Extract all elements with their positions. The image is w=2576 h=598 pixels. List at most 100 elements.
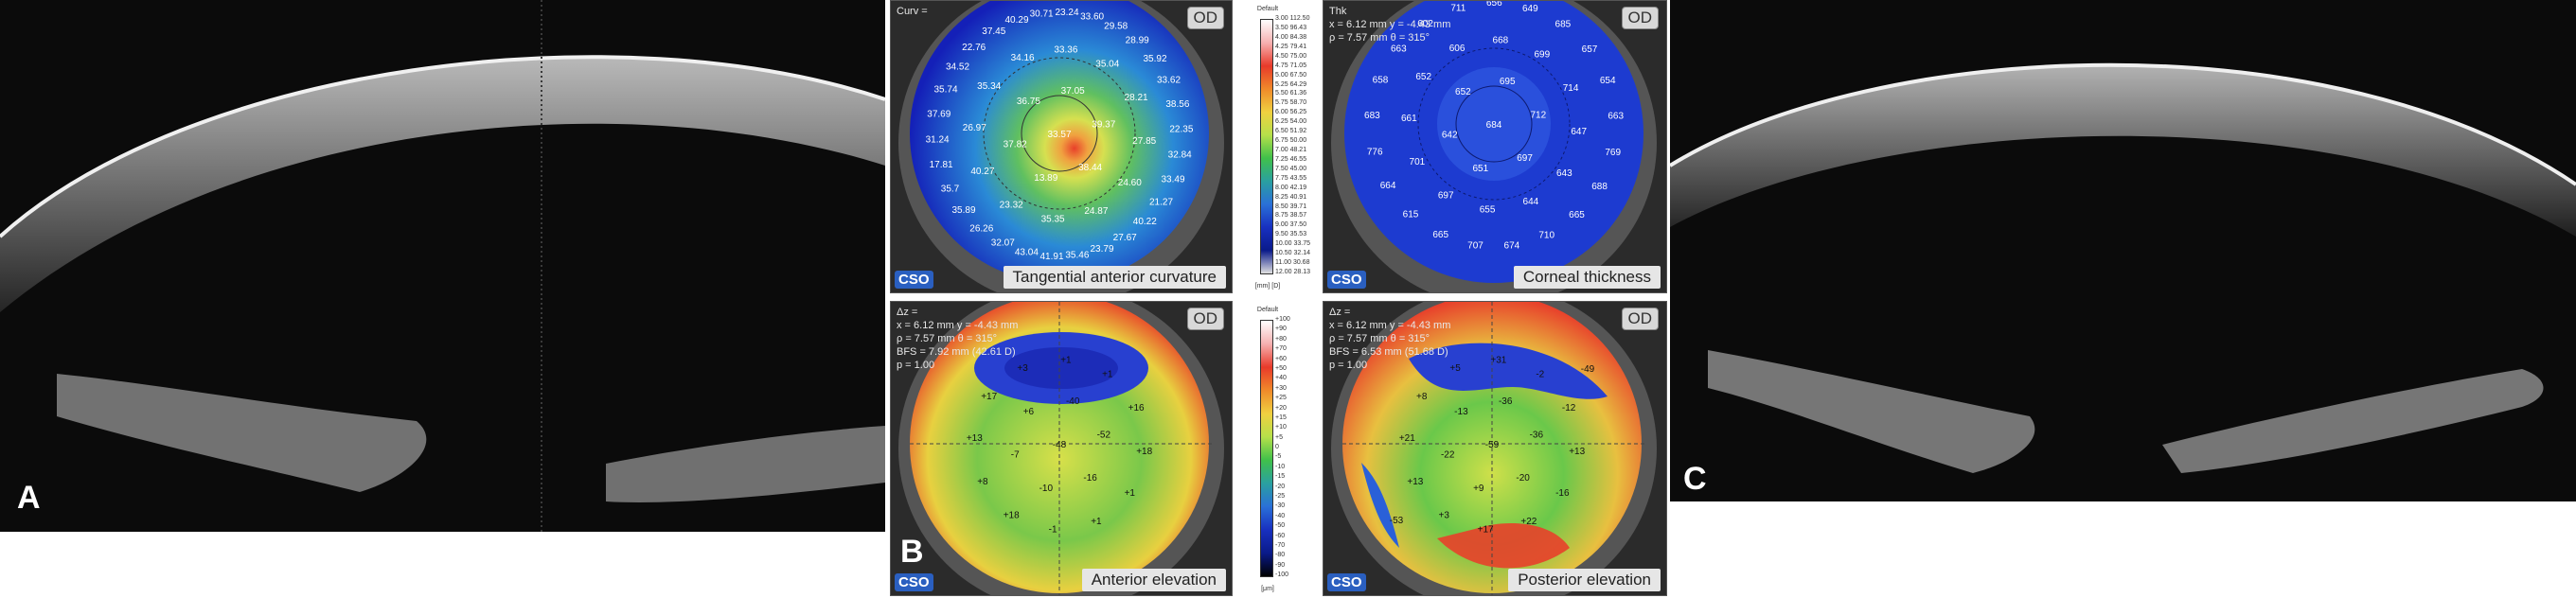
scale-tick-label: 6.25 54.00 [1275, 118, 1307, 126]
scale-tick-label: +5 [1275, 433, 1283, 441]
thickness-value: 707 [1467, 241, 1483, 252]
thickness-value: 701 [1410, 157, 1426, 167]
tangential-value: 30.71 [1030, 9, 1054, 19]
scale-tick-label: 8.25 40.91 [1275, 193, 1307, 201]
scale-tick-label: +10 [1275, 424, 1287, 431]
scale-tick-label: +50 [1275, 364, 1287, 372]
posterior-value: -16 [1555, 488, 1570, 499]
scale-tick-label: 8.00 42.19 [1275, 184, 1307, 191]
thickness-value: 699 [1534, 50, 1550, 61]
anterior-value: +1 [1125, 488, 1136, 499]
scale-tick-label: 7.50 45.00 [1275, 165, 1307, 172]
panel-letter-b: B [900, 534, 924, 570]
cso-logo: CSO [895, 573, 933, 591]
scale-tick-label: +40 [1275, 375, 1287, 382]
scale-tick-label: 12.00 28.13 [1275, 269, 1310, 275]
scale-tick-label: -15 [1275, 473, 1286, 481]
thickness-value: 657 [1582, 44, 1598, 55]
tangential-value: 32.07 [991, 237, 1015, 248]
tangential-value: 37.82 [1004, 140, 1027, 150]
thickness-value: 697 [1517, 153, 1533, 164]
anterior-value: +6 [1023, 407, 1035, 417]
scale-tick-label: -80 [1275, 552, 1286, 559]
posterior-value: -53 [1390, 516, 1404, 526]
thickness-value: 649 [1522, 4, 1538, 14]
tangential-value: 22.35 [1169, 125, 1193, 135]
thickness-value: 683 [1364, 111, 1380, 121]
tangential-value: 37.05 [1061, 86, 1085, 97]
tangential-value: 37.45 [982, 26, 1005, 37]
anterior-map-label: Anterior elevation [1081, 569, 1226, 591]
scale-tick-label: 4.25 79.41 [1275, 43, 1307, 50]
tangential-value: 26.26 [969, 223, 993, 234]
tangential-value: 33.60 [1080, 12, 1104, 23]
scale-tick-label: 6.00 56.25 [1275, 109, 1307, 116]
scale-tick-label: 7.00 48.21 [1275, 147, 1307, 153]
thickness-value: 688 [1591, 182, 1608, 192]
thickness-header: Thk x = 6.12 mm y = -4.43 mm ρ = 7.57 mm… [1329, 6, 1451, 44]
tangential-value: 36.75 [1017, 97, 1040, 107]
tangential-value: 35.7 [941, 184, 960, 194]
scale-tick-label: 5.50 61.36 [1275, 90, 1307, 97]
tangential-value: 38.56 [1165, 99, 1189, 110]
anterior-value: -10 [1039, 484, 1054, 494]
posterior-value: +3 [1438, 510, 1449, 520]
oct-image-a: A [0, 0, 885, 532]
scale-tick-label: 6.75 50.00 [1275, 137, 1307, 144]
corneal-thickness-map: 684 695 712 697 651 642 652 699 714 647 643 644 655 6… [1323, 0, 1667, 293]
tangential-value: 24.87 [1084, 206, 1108, 217]
tangential-value: 40.22 [1133, 217, 1157, 227]
posterior-value: +13 [1569, 447, 1585, 457]
anterior-value: +16 [1128, 403, 1145, 413]
scale-tick-label: 9.50 35.53 [1275, 231, 1307, 238]
anterior-value: +3 [1017, 363, 1028, 374]
scale-tick-label: 11.00 30.68 [1275, 259, 1310, 267]
scale-tick-label: -25 [1275, 492, 1286, 500]
cso-logo: CSO [1327, 271, 1366, 289]
thickness-value: 664 [1380, 181, 1396, 191]
eye-badge-anterior: OD [1186, 308, 1224, 330]
scale-tick-label: -100 [1275, 572, 1289, 578]
thickness-value: 697 [1438, 190, 1454, 201]
tangential-value: 33.49 [1161, 174, 1184, 185]
thickness-value: 654 [1600, 76, 1616, 86]
tangential-value: 23.24 [1055, 8, 1078, 18]
thickness-value: 712 [1530, 110, 1546, 120]
thickness-value: 647 [1571, 127, 1587, 137]
tangential-value: 23.32 [1000, 200, 1023, 210]
posterior-values: -59 -36 -36 -20 +9 -22 -13 -2 -12 +13 -16 +22 +17 +3 +… [1390, 355, 1595, 535]
thickness-map-label: Corneal thickness [1513, 266, 1661, 289]
thickness-value: 710 [1538, 230, 1554, 240]
tangential-map-label: Tangential anterior curvature [1003, 266, 1226, 289]
scale-tick-label: +60 [1275, 355, 1287, 362]
anterior-value: +18 [1004, 510, 1020, 520]
elevation-scale: Default +100 +90 +80 +70 +60 +50 +40 +30 +25 +20 +… [1247, 301, 1292, 594]
tangential-value: 22.76 [962, 43, 986, 53]
posterior-value: -12 [1562, 403, 1576, 413]
posterior-value: +21 [1399, 433, 1415, 444]
scale-tick-label: 0 [1275, 444, 1279, 450]
tangential-value: 21.27 [1149, 197, 1173, 207]
tangential-value: 33.62 [1157, 76, 1181, 86]
thickness-value: 606 [1449, 44, 1466, 54]
thickness-value: 661 [1401, 114, 1417, 124]
tangential-value: 27.67 [1113, 233, 1137, 243]
tangential-value: 35.35 [1041, 215, 1065, 225]
thickness-value: 652 [1415, 72, 1431, 82]
scale-tick-label: +90 [1275, 325, 1287, 333]
tangential-value: 40.27 [970, 167, 994, 177]
panel-letter-a: A [17, 480, 41, 516]
tangential-value: 33.36 [1054, 44, 1077, 55]
tangential-value: 28.21 [1125, 93, 1148, 103]
anterior-value: -48 [1053, 440, 1067, 450]
elevation-scale-bar [1260, 320, 1273, 577]
thickness-value: 615 [1403, 209, 1419, 220]
scale-tick-label: +70 [1275, 345, 1287, 353]
posterior-value: -13 [1454, 407, 1468, 417]
posterior-value: +9 [1473, 484, 1484, 494]
scale-tick-label: -10 [1275, 463, 1286, 470]
tangential-value: 26.97 [963, 123, 986, 133]
curvature-scale-title: Default [1256, 6, 1279, 12]
tangential-value: 33.57 [1047, 130, 1071, 140]
anterior-value: +13 [967, 433, 983, 444]
